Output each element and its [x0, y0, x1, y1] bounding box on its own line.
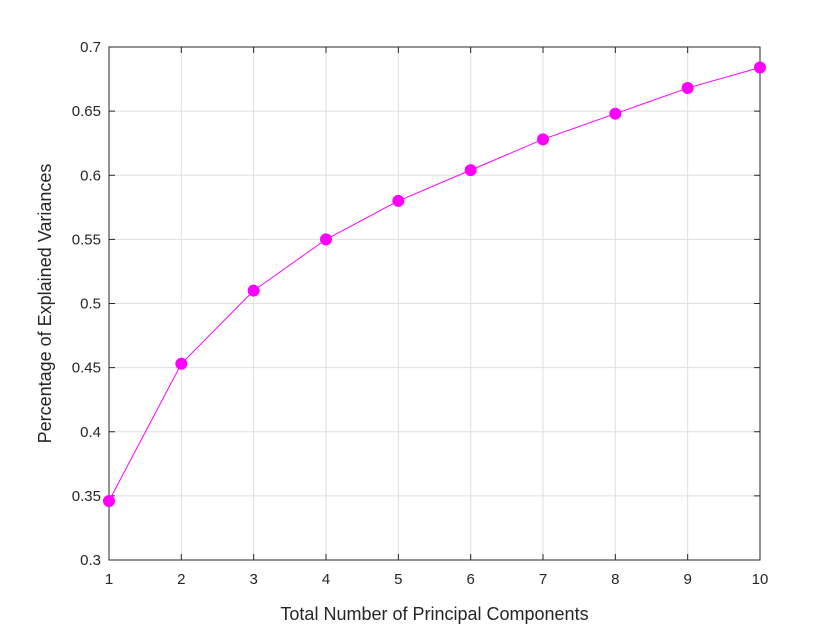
y-tick-label: 0.65: [72, 103, 101, 120]
y-axis-label: Percentage of Explained Variances: [35, 164, 55, 444]
ticks: 1 2 3 4 5 6 7 8 9 10 0.3 0.35 0.4 0.45 0.5 0.55 0.6 0.65 0…: [72, 39, 769, 588]
x-tick-label: 9: [683, 571, 691, 588]
y-tick-label: 0.5: [80, 296, 101, 313]
x-tick-label: 7: [539, 571, 547, 588]
data-point: [681, 82, 694, 95]
data-point: [537, 133, 549, 146]
x-tick-label: 8: [611, 571, 619, 588]
x-tick-label: 6: [466, 571, 474, 588]
x-tick-label: 4: [322, 571, 330, 588]
y-tick-label: 0.6: [80, 167, 101, 184]
x-tick-label: 10: [752, 571, 769, 588]
x-tick-label: 3: [249, 571, 257, 588]
x-axis-label: Total Number of Principal Components: [280, 604, 588, 624]
data-point: [103, 495, 115, 508]
data-point: [320, 233, 332, 246]
y-tick-label: 0.55: [72, 231, 101, 248]
data-point: [754, 61, 766, 74]
y-tick-label: 0.4: [80, 424, 101, 441]
y-tick-label: 0.45: [72, 360, 101, 377]
data-point: [247, 284, 260, 297]
y-tick-label: 0.7: [80, 39, 101, 56]
y-tick-label: 0.3: [80, 552, 101, 569]
x-tick-label: 2: [177, 571, 185, 588]
data-point: [392, 194, 405, 207]
grid: [109, 47, 760, 560]
y-tick-label: 0.35: [72, 488, 101, 505]
series-layer: [103, 61, 766, 508]
x-tick-label: 5: [394, 571, 402, 588]
data-point: [609, 107, 622, 120]
data-point: [175, 357, 188, 370]
x-tick-label: 1: [105, 571, 113, 588]
data-point: [464, 164, 477, 177]
series-line: [108, 67, 761, 502]
